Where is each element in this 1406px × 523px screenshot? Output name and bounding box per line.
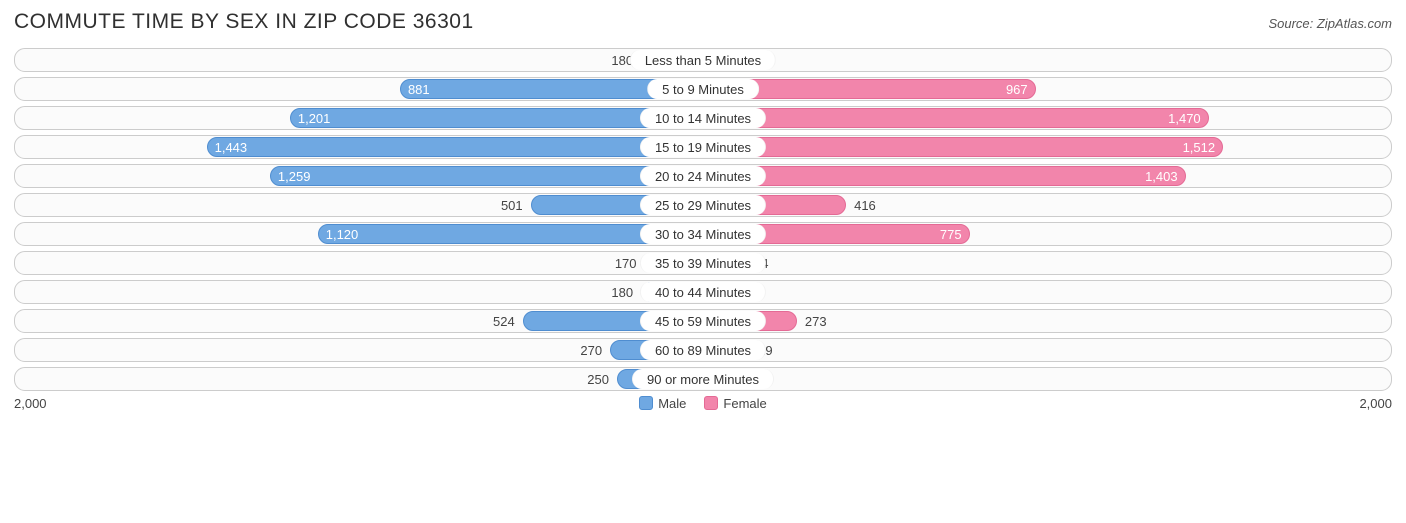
- chart-row: 1,12077530 to 34 Minutes: [14, 222, 1392, 246]
- male-value: 170: [607, 252, 645, 274]
- category-label: 5 to 9 Minutes: [647, 79, 759, 99]
- chart-row: 1,2591,40320 to 24 Minutes: [14, 164, 1392, 188]
- male-value: 501: [493, 194, 531, 216]
- male-value: 1,259: [270, 165, 703, 187]
- male-value: 250: [579, 368, 617, 390]
- legend-female-label: Female: [723, 396, 766, 411]
- chart-row: 27011960 to 89 Minutes: [14, 338, 1392, 362]
- chart-row: 501 416 25 to 29 Minutes: [14, 193, 1392, 217]
- chart-row: 25010190 or more Minutes: [14, 367, 1392, 391]
- category-label: 30 to 34 Minutes: [640, 224, 766, 244]
- category-label: Less than 5 Minutes: [630, 50, 776, 70]
- axis-label-left: 2,000: [14, 396, 47, 411]
- male-value: 180: [603, 281, 641, 303]
- chart-title: COMMUTE TIME BY SEX IN ZIP CODE 36301: [14, 10, 474, 34]
- legend-male: Male: [639, 396, 686, 411]
- source-attribution: Source: ZipAtlas.com: [1268, 16, 1392, 31]
- category-label: 25 to 29 Minutes: [640, 195, 766, 215]
- female-value: 1,512: [703, 136, 1223, 158]
- female-value: 416: [846, 194, 884, 216]
- category-label: 15 to 19 Minutes: [640, 137, 766, 157]
- chart-row: 17010435 to 39 Minutes: [14, 251, 1392, 275]
- category-label: 10 to 14 Minutes: [640, 108, 766, 128]
- chart-row: 8819675 to 9 Minutes: [14, 77, 1392, 101]
- female-swatch-icon: [704, 396, 718, 410]
- legend-male-label: Male: [658, 396, 686, 411]
- commute-chart: 180112Less than 5 Minutes 8819675 to 9 Mi…: [14, 48, 1392, 391]
- category-label: 90 or more Minutes: [632, 369, 774, 389]
- female-value: 273: [797, 310, 835, 332]
- male-swatch-icon: [639, 396, 653, 410]
- legend: Male Female: [639, 396, 767, 411]
- category-label: 20 to 24 Minutes: [640, 166, 766, 186]
- legend-female: Female: [704, 396, 766, 411]
- chart-row: 1806140 to 44 Minutes: [14, 280, 1392, 304]
- female-value: 1,403: [703, 165, 1186, 187]
- category-label: 60 to 89 Minutes: [640, 340, 766, 360]
- chart-row: 1,4431,51215 to 19 Minutes: [14, 135, 1392, 159]
- chart-row: 1,2011,47010 to 14 Minutes: [14, 106, 1392, 130]
- male-value: 524: [485, 310, 523, 332]
- male-value: 1,443: [207, 136, 703, 158]
- chart-row: 524 273 45 to 59 Minutes: [14, 309, 1392, 333]
- chart-row: 180112Less than 5 Minutes: [14, 48, 1392, 72]
- female-value: 1,470: [703, 107, 1209, 129]
- axis-label-right: 2,000: [1359, 396, 1392, 411]
- category-label: 45 to 59 Minutes: [640, 311, 766, 331]
- category-label: 35 to 39 Minutes: [640, 253, 766, 273]
- male-value: 270: [572, 339, 610, 361]
- category-label: 40 to 44 Minutes: [640, 282, 766, 302]
